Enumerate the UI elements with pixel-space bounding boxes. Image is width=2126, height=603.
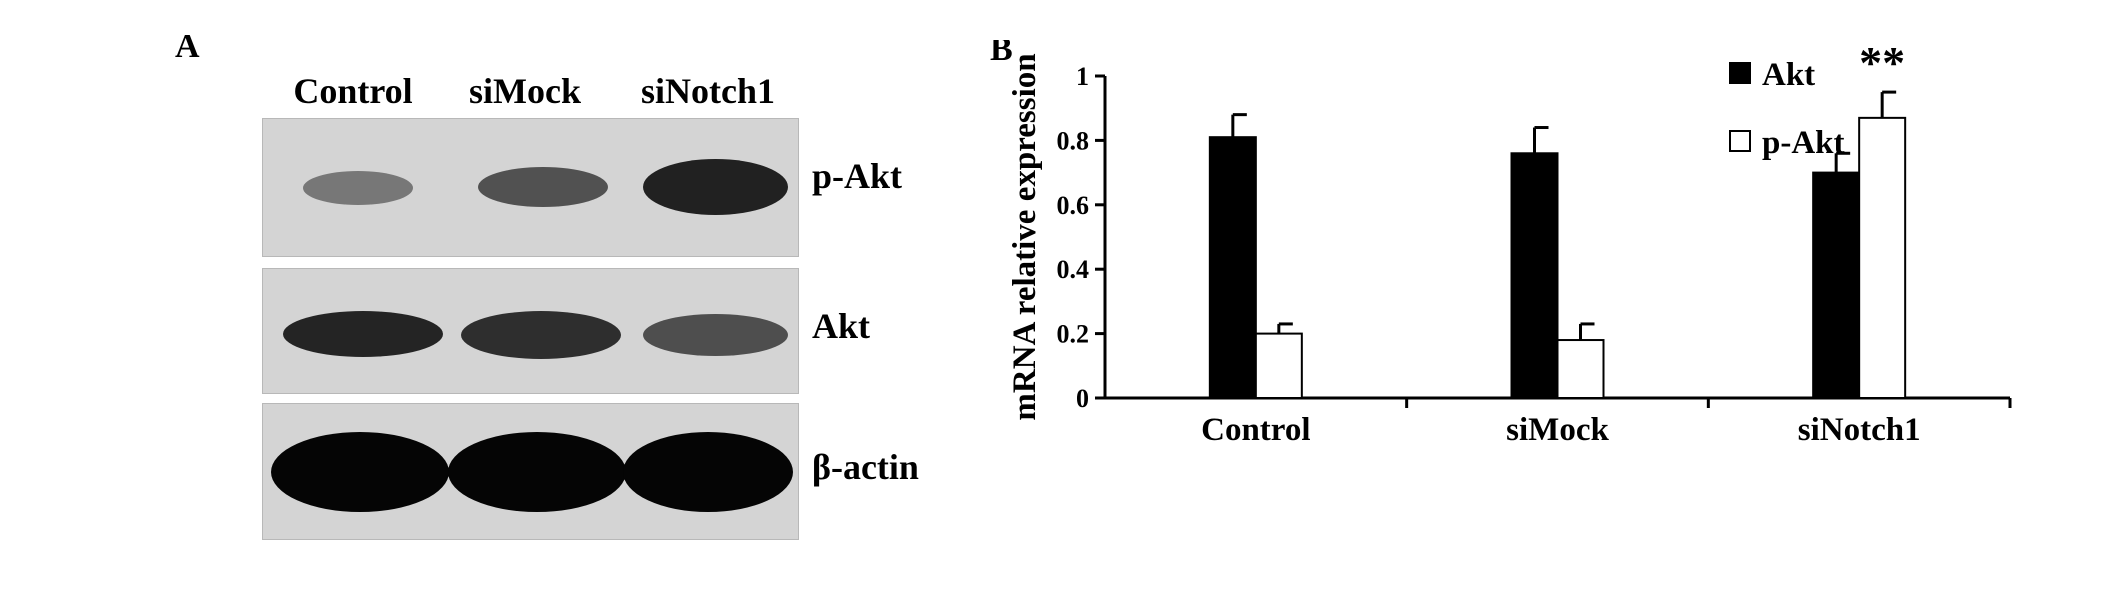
significance-annotation: ** xyxy=(1859,40,1905,88)
band-akt-sinotch1 xyxy=(643,314,788,356)
band-akt-simock xyxy=(461,311,621,359)
band-beta-actin-simock xyxy=(448,432,626,512)
band-p-akt-simock xyxy=(478,167,608,207)
bar xyxy=(1812,171,1861,399)
legend-swatch xyxy=(1729,130,1751,152)
row-label-p-akt: p-Akt xyxy=(812,156,903,196)
band-beta-actin-control xyxy=(271,432,449,512)
y-tick-label: 0.4 xyxy=(1057,255,1090,284)
legend-swatch xyxy=(1729,62,1751,84)
bar xyxy=(1556,339,1605,400)
row-label-akt: Akt xyxy=(812,306,871,346)
y-tick-label: 0.6 xyxy=(1057,191,1090,220)
y-tick-label: 0 xyxy=(1076,384,1089,413)
band-akt-control xyxy=(283,311,443,357)
y-tick-label: 0.8 xyxy=(1057,126,1090,155)
band-p-akt-sinotch1 xyxy=(643,159,788,215)
x-tick-label: siMock xyxy=(1506,412,1609,448)
legend: Akt p-Akt xyxy=(1729,57,1845,161)
lane-label-simock: siMock xyxy=(469,71,581,111)
blot-akt xyxy=(262,268,799,394)
band-beta-actin-sinotch1 xyxy=(623,432,793,512)
y-ticks: 0 0.2 0.4 0.6 0.8 1 xyxy=(1057,62,1105,413)
blot-p-akt xyxy=(262,118,799,257)
lane-label-sinotch1: siNotch1 xyxy=(641,71,775,111)
bar xyxy=(1510,152,1559,399)
bars xyxy=(1208,90,1907,400)
y-axis-label: mRNA relative expression xyxy=(1007,53,1043,420)
band-p-akt-control xyxy=(303,171,413,205)
legend-label: Akt xyxy=(1762,57,1815,93)
x-tick-label: Control xyxy=(1201,412,1310,448)
panel-letter-b: B xyxy=(990,40,1013,68)
y-tick-label: 0.2 xyxy=(1057,320,1090,349)
y-tick-label: 1 xyxy=(1076,62,1089,91)
panel-letter-a: A xyxy=(175,28,200,65)
x-tick-label: siNotch1 xyxy=(1798,412,1921,448)
lane-label-control: Control xyxy=(293,71,413,111)
legend-label: p-Akt xyxy=(1762,125,1845,161)
bar xyxy=(1254,332,1303,400)
western-blot-panel: A Control siMock siNotch1 p-Akt Akt β-ac… xyxy=(0,0,1000,603)
blot-beta-actin xyxy=(262,403,799,540)
x-tick-labels: Control siMock siNotch1 xyxy=(1201,398,2012,448)
bar-chart: B mRNA relative expression 0 0.2 0.4 0.6 0.8… xyxy=(990,40,2012,448)
bar xyxy=(1208,136,1257,400)
bar xyxy=(1858,116,1907,400)
row-label-beta-actin: β-actin xyxy=(812,447,919,487)
